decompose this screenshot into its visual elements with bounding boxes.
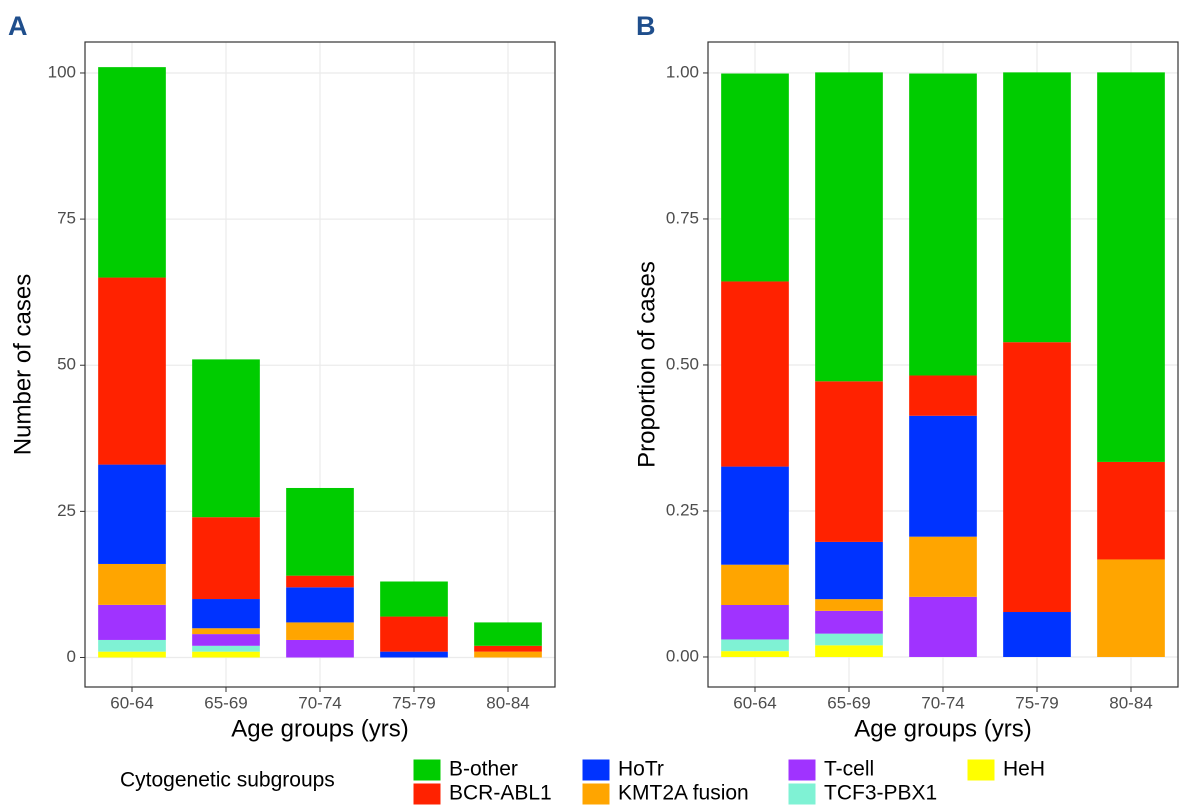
y-tick-label: 0.25 — [666, 500, 699, 519]
bar-segment — [1003, 72, 1071, 343]
bar-segment — [286, 587, 354, 623]
bar-segment — [98, 277, 166, 465]
bar-segment — [474, 645, 542, 652]
bar-segment — [815, 541, 883, 600]
bar-segment — [909, 73, 977, 376]
bar-segment — [815, 599, 883, 611]
bar-segment — [909, 415, 977, 537]
legend-key — [787, 782, 817, 806]
legend-key — [787, 758, 817, 782]
bar-segment — [192, 634, 260, 646]
bar-segment — [380, 581, 448, 617]
y-tick-label: 100 — [48, 62, 76, 81]
x-tick-label: 65-69 — [204, 693, 247, 712]
panel-label: B — [636, 11, 656, 41]
bar-segment — [286, 575, 354, 588]
y-tick-label: 0.00 — [666, 646, 699, 665]
bar-segment — [1003, 612, 1071, 657]
panel-label: A — [8, 11, 28, 41]
bar-segment — [98, 464, 166, 564]
x-tick-label: 80-84 — [486, 693, 529, 712]
bar-segment — [380, 616, 448, 652]
y-tick-label: 25 — [57, 501, 76, 520]
y-tick-label: 75 — [57, 209, 76, 228]
bar-segment — [815, 72, 883, 382]
bar-segment — [1003, 342, 1071, 613]
bar-segment — [380, 651, 448, 658]
plot-border — [707, 41, 1179, 688]
bar-segment — [98, 639, 166, 652]
legend-key — [412, 758, 442, 782]
bar-segment — [721, 466, 789, 565]
legend-key — [966, 758, 996, 782]
bar-segment — [286, 639, 354, 658]
bar-segment — [815, 633, 883, 646]
bar-segment — [815, 645, 883, 657]
y-tick-label: 0.75 — [666, 208, 699, 227]
bar-segment — [909, 596, 977, 657]
y-tick-label: 1.00 — [666, 62, 699, 81]
bar-segment — [192, 651, 260, 658]
legend-label: TCF3-PBX1 — [824, 782, 937, 805]
bar-segment — [721, 605, 789, 640]
bar-segment — [909, 536, 977, 597]
x-tick-label: 75-79 — [1015, 693, 1058, 712]
legend-key — [581, 782, 611, 806]
bar-segment — [721, 73, 789, 282]
y-axis-title: Number of cases — [9, 274, 36, 455]
bar-segment — [192, 645, 260, 652]
bar-segment — [909, 375, 977, 416]
bar-segment — [815, 610, 883, 634]
plot-border — [84, 41, 556, 688]
x-axis-title: Age groups (yrs) — [231, 715, 408, 742]
bar-segment — [721, 651, 789, 657]
legend-label: KMT2A fusion — [618, 782, 749, 805]
legend-label: HoTr — [618, 758, 664, 781]
bar-segment — [98, 604, 166, 640]
bar-segment — [1097, 461, 1165, 560]
bar-segment — [98, 651, 166, 658]
bar-segment — [721, 639, 789, 652]
bar-segment — [721, 281, 789, 467]
bar-segment — [192, 517, 260, 600]
y-tick-label: 0 — [67, 647, 76, 666]
bar-segment — [815, 381, 883, 542]
x-tick-label: 70-74 — [298, 693, 341, 712]
x-tick-label: 70-74 — [921, 693, 964, 712]
x-tick-label: 60-64 — [110, 693, 153, 712]
y-axis-title: Proportion of cases — [633, 261, 660, 468]
x-axis-title: Age groups (yrs) — [854, 715, 1031, 742]
bar-segment — [1097, 559, 1165, 657]
bar-segment — [98, 67, 166, 278]
legend-label: B-other — [449, 758, 518, 781]
bar-segment — [474, 651, 542, 658]
legend-key — [581, 758, 611, 782]
bar-segment — [192, 599, 260, 629]
x-tick-label: 75-79 — [392, 693, 435, 712]
y-tick-label: 50 — [57, 355, 76, 374]
bar-segment — [286, 487, 354, 576]
legend-label: T-cell — [824, 758, 874, 781]
x-tick-label: 80-84 — [1109, 693, 1152, 712]
x-tick-label: 60-64 — [733, 693, 776, 712]
legend-label: HeH — [1003, 758, 1045, 781]
x-tick-label: 65-69 — [827, 693, 870, 712]
bar-segment — [98, 563, 166, 605]
legend-key — [412, 782, 442, 806]
legend-title: Cytogenetic subgroups — [120, 769, 335, 792]
y-tick-label: 0.50 — [666, 354, 699, 373]
bar-segment — [721, 564, 789, 606]
bar-segment — [192, 359, 260, 518]
bar-segment — [1097, 72, 1165, 462]
bar-segment — [286, 622, 354, 640]
bar-segment — [192, 628, 260, 635]
legend-label: BCR-ABL1 — [449, 782, 552, 805]
bar-segment — [474, 622, 542, 646]
